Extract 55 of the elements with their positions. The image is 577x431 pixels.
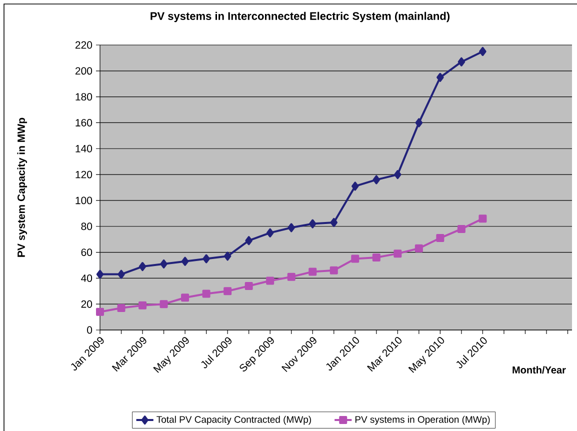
- point: [372, 253, 380, 262]
- point: [478, 214, 487, 223]
- point: [372, 175, 380, 184]
- point: [436, 234, 444, 242]
- point: [138, 262, 146, 272]
- y-tick-label: 220: [75, 41, 92, 49]
- point: [457, 224, 466, 233]
- chart-title: PV systems in Interconnected Electric System (mainland): [150, 12, 450, 22]
- point: [224, 252, 232, 261]
- point: [266, 228, 274, 238]
- y-tick-label: 180: [76, 93, 92, 101]
- y-tick-label: 40: [81, 274, 92, 282]
- y-tick-label: 120: [76, 170, 92, 178]
- point: [96, 270, 104, 279]
- point: [308, 219, 316, 228]
- point: [118, 270, 125, 279]
- legend-label: Total PV Capacity Contracted (MWp): [156, 416, 311, 425]
- point: [287, 272, 296, 281]
- point: [415, 118, 423, 128]
- point: [244, 282, 253, 290]
- y-tick-label: 0: [87, 326, 92, 334]
- point: [117, 304, 126, 312]
- point: [96, 308, 104, 316]
- y-tick-label: 80: [81, 222, 92, 230]
- point: [160, 300, 168, 308]
- y-tick-label: 140: [76, 144, 92, 152]
- point: [202, 290, 210, 298]
- point: [288, 223, 295, 232]
- point: [160, 259, 168, 268]
- point: [351, 254, 360, 263]
- point: [202, 254, 210, 264]
- point: [138, 301, 147, 310]
- point: [330, 218, 338, 227]
- point: [479, 46, 486, 56]
- y-tick-label: 60: [81, 248, 92, 256]
- x-axis-title: Month/Year: [512, 366, 566, 374]
- y-tick-label: 200: [75, 67, 92, 75]
- y-axis-title: PV system Capacity in MWp: [17, 118, 28, 257]
- point: [224, 287, 232, 296]
- point: [308, 268, 317, 276]
- point: [414, 244, 423, 252]
- point: [181, 294, 190, 302]
- point: [181, 256, 189, 266]
- legend-label: PV systems in Operation (MWp): [355, 416, 490, 425]
- point: [352, 182, 359, 191]
- point: [266, 276, 274, 285]
- point: [436, 72, 444, 82]
- point: [330, 266, 338, 274]
- y-tick-label: 100: [76, 196, 92, 204]
- y-tick-label: 20: [81, 300, 92, 308]
- point: [394, 250, 402, 258]
- point: [245, 236, 252, 246]
- y-tick-label: 160: [76, 119, 92, 126]
- point: [394, 170, 402, 180]
- point: [458, 57, 466, 66]
